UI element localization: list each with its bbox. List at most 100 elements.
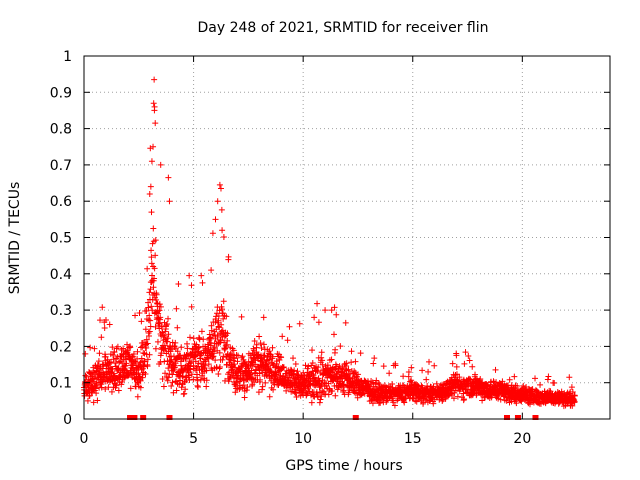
data-point bbox=[231, 364, 238, 371]
data-point bbox=[154, 338, 161, 345]
data-point bbox=[151, 275, 158, 282]
data-point bbox=[292, 361, 299, 368]
data-point bbox=[261, 352, 268, 359]
data-point bbox=[520, 382, 527, 389]
data-point bbox=[380, 363, 387, 370]
data-point bbox=[273, 371, 280, 378]
data-point bbox=[255, 389, 262, 396]
y-tick-label: 0 bbox=[63, 412, 72, 428]
data-point bbox=[146, 312, 153, 319]
data-point bbox=[156, 307, 163, 314]
data-point bbox=[221, 346, 228, 353]
data-point bbox=[153, 296, 160, 303]
data-point bbox=[493, 382, 500, 389]
data-point bbox=[238, 313, 245, 320]
data-point bbox=[144, 265, 151, 272]
data-point bbox=[400, 373, 407, 380]
data-point bbox=[568, 384, 575, 391]
data-point bbox=[160, 332, 167, 339]
data-point bbox=[164, 320, 171, 327]
data-point bbox=[309, 347, 316, 354]
data-point bbox=[152, 120, 159, 127]
data-point bbox=[317, 396, 324, 403]
data-point bbox=[153, 291, 160, 298]
data-point bbox=[213, 364, 220, 371]
data-point bbox=[110, 352, 117, 359]
data-point bbox=[178, 344, 185, 351]
data-point bbox=[205, 355, 212, 362]
data-point bbox=[140, 363, 147, 370]
data-point bbox=[130, 351, 137, 358]
data-point bbox=[102, 316, 109, 323]
data-point bbox=[499, 378, 506, 385]
x-tick-label: 15 bbox=[404, 431, 422, 447]
data-point bbox=[296, 320, 303, 327]
data-point bbox=[219, 356, 226, 363]
data-point bbox=[123, 360, 130, 367]
data-point bbox=[343, 362, 350, 369]
data-point bbox=[82, 372, 89, 379]
data-point bbox=[149, 307, 156, 314]
data-point bbox=[148, 158, 155, 165]
data-point bbox=[102, 385, 109, 392]
data-point bbox=[217, 185, 224, 192]
y-tick-label: 0.9 bbox=[50, 85, 72, 101]
data-point bbox=[148, 209, 155, 216]
data-point bbox=[94, 397, 101, 404]
data-point bbox=[256, 333, 263, 340]
data-point bbox=[150, 284, 157, 291]
data-point bbox=[152, 345, 159, 352]
data-point bbox=[197, 355, 204, 362]
data-point bbox=[224, 337, 231, 344]
gap-marker bbox=[352, 415, 359, 420]
data-point bbox=[156, 301, 163, 308]
data-point bbox=[174, 324, 181, 331]
data-point bbox=[431, 362, 438, 369]
data-point bbox=[165, 315, 172, 322]
data-point bbox=[108, 388, 115, 395]
data-point bbox=[532, 375, 539, 382]
data-point bbox=[319, 387, 326, 394]
data-point bbox=[269, 353, 276, 360]
data-point bbox=[452, 387, 459, 394]
data-point bbox=[369, 379, 376, 386]
data-point bbox=[283, 370, 290, 377]
data-point bbox=[90, 399, 97, 406]
data-point bbox=[371, 355, 378, 362]
data-point bbox=[266, 393, 273, 400]
data-point bbox=[96, 366, 103, 373]
data-point bbox=[311, 314, 318, 321]
data-point bbox=[91, 345, 98, 352]
data-point bbox=[329, 388, 336, 395]
data-point bbox=[105, 384, 112, 391]
gap-marker bbox=[166, 415, 173, 420]
data-point bbox=[419, 367, 426, 374]
data-point bbox=[461, 396, 468, 403]
data-point bbox=[375, 380, 382, 387]
data-point bbox=[513, 400, 520, 407]
data-point bbox=[479, 397, 486, 404]
data-point bbox=[217, 337, 224, 344]
data-point bbox=[152, 252, 159, 259]
data-point bbox=[266, 348, 273, 355]
data-point bbox=[430, 383, 437, 390]
data-point bbox=[284, 337, 291, 344]
data-point bbox=[343, 360, 350, 367]
data-point bbox=[144, 363, 151, 370]
data-point bbox=[258, 355, 265, 362]
data-point bbox=[142, 326, 149, 333]
gap-marker bbox=[514, 415, 521, 420]
data-point bbox=[492, 366, 499, 373]
data-point bbox=[157, 314, 164, 321]
data-point bbox=[461, 360, 468, 367]
data-point bbox=[145, 304, 152, 311]
data-point bbox=[302, 362, 309, 369]
data-point bbox=[223, 313, 230, 320]
data-point bbox=[165, 331, 172, 338]
data-point bbox=[126, 370, 133, 377]
y-tick-label: 0.3 bbox=[50, 303, 72, 319]
data-point bbox=[529, 386, 536, 393]
data-point bbox=[230, 347, 237, 354]
data-point bbox=[146, 328, 153, 335]
